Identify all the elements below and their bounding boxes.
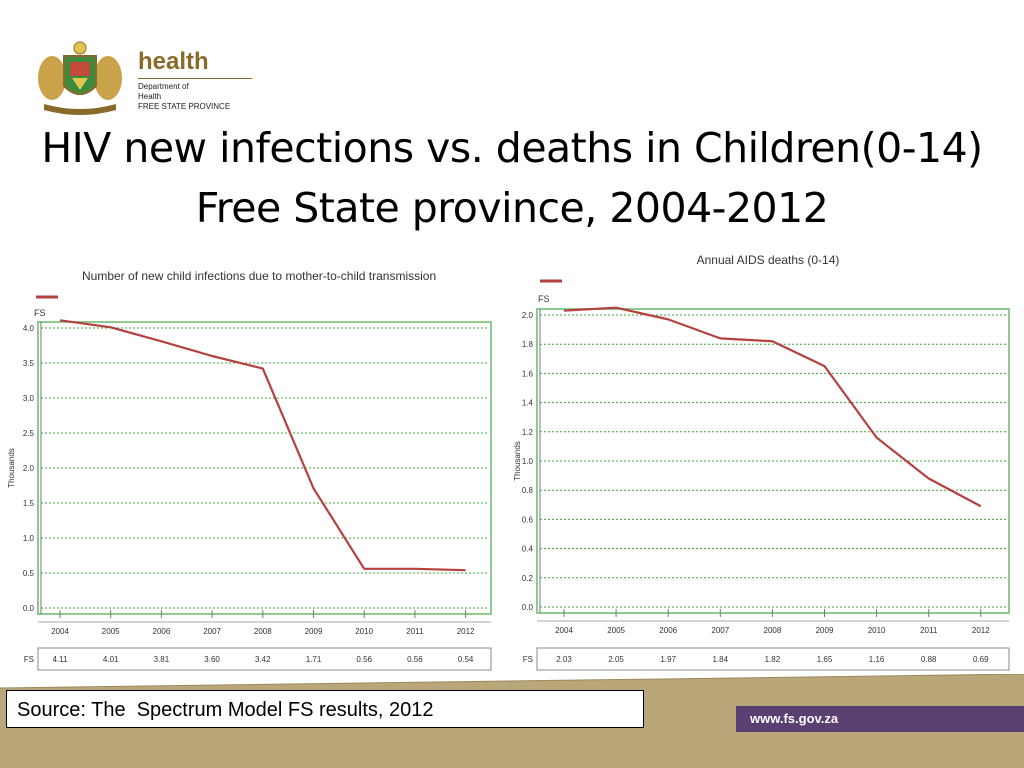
x-tick-label: 2005 xyxy=(607,626,625,635)
table-series-label: FS xyxy=(24,655,34,664)
table-value: 3.81 xyxy=(154,655,170,664)
table-value: 2.03 xyxy=(556,655,572,664)
logo-line-3: FREE STATE PROVINCE xyxy=(138,102,231,111)
table-value: 0.56 xyxy=(356,655,372,664)
x-tick-label: 2012 xyxy=(972,626,990,635)
y-tick-label: 0.0 xyxy=(23,604,35,613)
y-tick-label: 3.5 xyxy=(23,359,35,368)
website-url[interactable]: www.fs.gov.za xyxy=(750,711,839,726)
y-tick-label: 1.4 xyxy=(522,399,534,408)
table-value: 1.16 xyxy=(869,655,885,664)
series-line xyxy=(563,306,982,508)
table-value: 3.42 xyxy=(255,655,271,664)
table-value: 2.05 xyxy=(608,655,624,664)
series-label: FS xyxy=(34,308,46,318)
x-tick-label: 2009 xyxy=(816,626,834,635)
table-value: 4.01 xyxy=(103,655,119,664)
x-tick-label: 2004 xyxy=(51,627,69,636)
y-tick-label: 4.0 xyxy=(23,324,35,333)
x-tick-label: 2005 xyxy=(102,627,120,636)
table-value: 1.97 xyxy=(660,655,676,664)
logo-line-1: Department of xyxy=(138,82,189,91)
table-value: 0.88 xyxy=(921,655,937,664)
series-line xyxy=(59,319,466,572)
x-tick-label: 2010 xyxy=(868,626,886,635)
y-tick-label: 0.6 xyxy=(522,515,534,524)
y-axis-label: Thousands xyxy=(7,448,16,488)
x-tick-label: 2007 xyxy=(711,626,729,635)
department-logo: health Department of Health FREE STATE P… xyxy=(30,36,260,118)
table-value: 1.84 xyxy=(713,655,729,664)
x-tick-label: 2010 xyxy=(355,627,373,636)
y-tick-label: 2.5 xyxy=(23,429,35,438)
website-link[interactable]: www.fs.gov.za xyxy=(736,706,1024,732)
y-tick-label: 1.6 xyxy=(522,369,534,378)
x-tick-label: 2004 xyxy=(555,626,573,635)
table-value: 0.54 xyxy=(458,655,474,664)
y-tick-label: 0.2 xyxy=(522,574,534,583)
slide-title-line-2: Free State province, 2004-2012 xyxy=(195,184,829,232)
y-tick-label: 0.4 xyxy=(522,545,534,554)
x-tick-label: 2008 xyxy=(254,627,272,636)
source-note: Source: The Spectrum Model FS results, 2… xyxy=(6,690,644,728)
table-value: 3.60 xyxy=(204,655,220,664)
coat-of-arms-icon xyxy=(38,41,122,115)
slide-title-line-1: HIV new infections vs. deaths in Childre… xyxy=(41,124,983,172)
y-axis-label: Thousands xyxy=(513,441,522,481)
x-tick-label: 2011 xyxy=(406,627,424,636)
logo-divider xyxy=(138,78,252,79)
y-tick-label: 3.0 xyxy=(23,394,35,403)
source-text: Source: The Spectrum Model FS results, 2… xyxy=(17,699,434,721)
table-value: 1.71 xyxy=(306,655,322,664)
x-tick-label: 2012 xyxy=(457,627,475,636)
x-tick-label: 2011 xyxy=(920,626,938,635)
data-table xyxy=(37,647,492,671)
x-tick-label: 2006 xyxy=(153,627,171,636)
table-value: 4.11 xyxy=(53,655,69,664)
x-tick-label: 2008 xyxy=(764,626,782,635)
y-tick-label: 1.0 xyxy=(522,457,534,466)
y-tick-label: 2.0 xyxy=(522,311,534,320)
y-tick-label: 1.2 xyxy=(522,428,534,437)
y-tick-label: 1.5 xyxy=(23,499,35,508)
table-value: 0.69 xyxy=(973,655,989,664)
y-tick-label: 1.8 xyxy=(522,340,534,349)
table-value: 0.56 xyxy=(407,655,423,664)
table-series-label: FS xyxy=(523,655,533,664)
chart-title: Annual AIDS deaths (0-14) xyxy=(697,253,840,267)
table-value: 1.65 xyxy=(817,655,833,664)
y-tick-label: 1.0 xyxy=(23,534,35,543)
table-value: 1.82 xyxy=(765,655,781,664)
logo-subtitle: Department of Health FREE STATE PROVINCE xyxy=(138,82,230,112)
y-tick-label: 0.5 xyxy=(23,569,35,578)
logo-line-2: Health xyxy=(138,92,162,101)
logo-brand: health xyxy=(138,48,209,75)
data-table xyxy=(536,647,1010,671)
slide-title: HIV new infections vs. deaths in Childre… xyxy=(0,118,1024,238)
chart-title: Number of new child infections due to mo… xyxy=(82,269,436,283)
y-tick-label: 0.8 xyxy=(522,486,534,495)
y-tick-label: 2.0 xyxy=(23,464,35,473)
deaths-chart: Annual AIDS deaths (0-14) FS 0.0 0.2 0.4 0.6 0… xyxy=(513,253,1010,671)
y-tick-label: 0.0 xyxy=(522,603,534,612)
x-tick-label: 2007 xyxy=(203,627,221,636)
x-tick-label: 2009 xyxy=(305,627,323,636)
infections-chart: Number of new child infections due to mo… xyxy=(7,269,492,671)
x-tick-label: 2006 xyxy=(659,626,677,635)
series-label: FS xyxy=(538,294,550,304)
